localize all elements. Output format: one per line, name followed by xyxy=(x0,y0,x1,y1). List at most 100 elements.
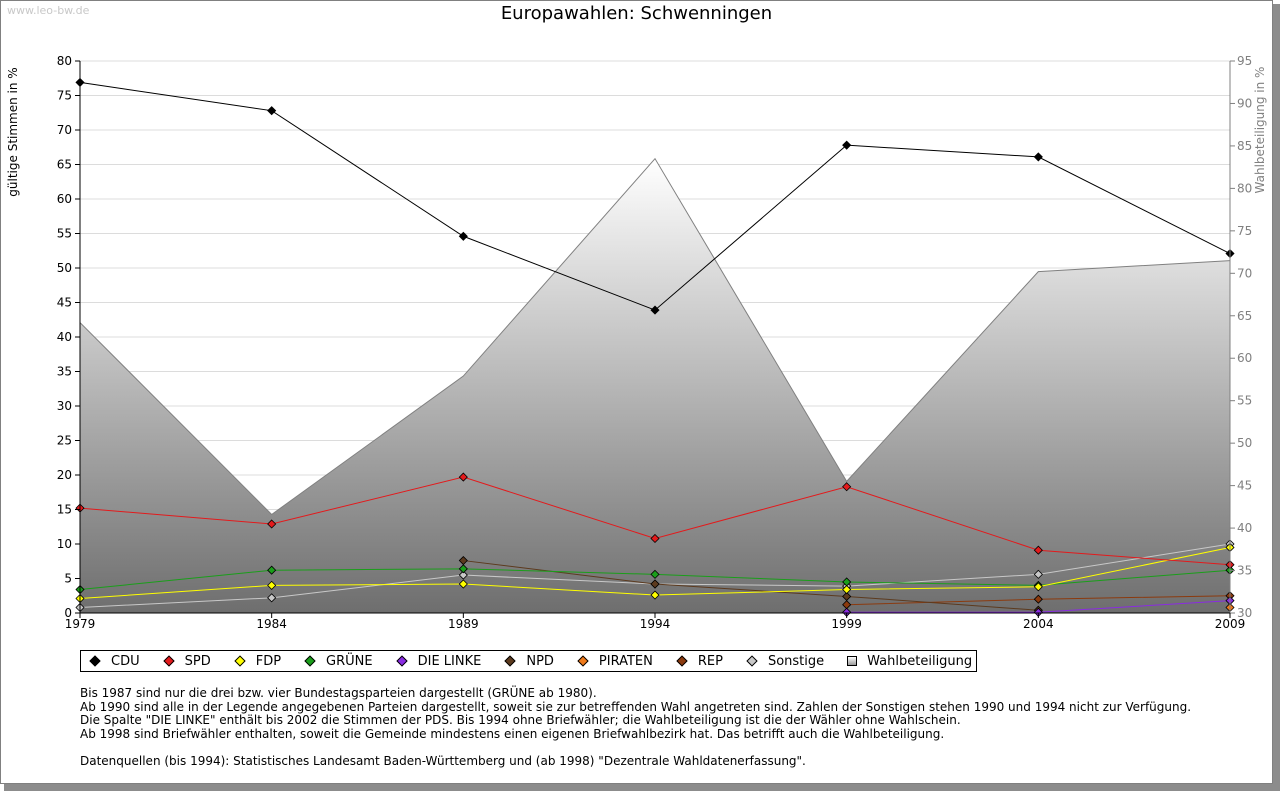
data-point-cdu xyxy=(267,106,277,116)
note-line: Ab 1998 sind Briefwähler enthalten, sowe… xyxy=(80,726,945,741)
legend-label: Wahlbeteiligung xyxy=(867,653,973,669)
y-tick-label: 80 xyxy=(57,54,72,68)
series-line-npd xyxy=(463,560,1039,611)
legend-label: DIE LINKE xyxy=(417,653,482,669)
watermark: www.leo-bw.de xyxy=(7,4,90,17)
turnout-area-outline xyxy=(79,157,1231,516)
x-tick-label: 1984 xyxy=(256,617,287,631)
turnout-area xyxy=(79,157,1231,613)
legend-item-die-linke: DIE LINKE xyxy=(392,653,482,669)
data-point-npd xyxy=(842,591,852,602)
y-tick-label: 15 xyxy=(57,503,72,517)
note-line: Ab 1990 sind alle in der Legende angegeb… xyxy=(80,699,1192,714)
data-point-sonstige xyxy=(458,570,468,580)
y-tick-label: 30 xyxy=(57,399,72,413)
data-point-rep xyxy=(1033,594,1043,604)
data-point-fdp xyxy=(842,584,852,595)
legend-diamond-icon xyxy=(577,655,589,667)
y-tick-label: 40 xyxy=(57,330,72,344)
y2-tick-label: 80 xyxy=(1237,181,1252,195)
frame-shadow-bottom xyxy=(4,784,1280,791)
legend-item-sonstige: Sonstige xyxy=(742,654,824,669)
y-tick-label: 25 xyxy=(57,434,72,448)
data-point-sonstige xyxy=(267,593,277,603)
y2-tick-label: 50 xyxy=(1237,436,1252,450)
x-tick-label: 2009 xyxy=(1215,617,1246,631)
legend-label: PIRATEN xyxy=(598,653,653,669)
legend-diamond-icon xyxy=(504,655,517,667)
y-tick-label: 5 xyxy=(64,572,72,586)
y-tick-label: 20 xyxy=(57,468,72,482)
x-tick-label: 2004 xyxy=(1023,617,1054,631)
legend-item-npd: NPD xyxy=(500,654,554,669)
data-point-spd xyxy=(1033,545,1043,555)
legend-diamond-icon xyxy=(234,655,246,667)
chart-plot: 0 5 10 15 20 25 30 35 40 45 50 55 60 65 70 75 80 30 35 40 45… xyxy=(6,54,1267,631)
frame-shadow-right xyxy=(1273,4,1280,791)
legend-diamond-icon xyxy=(395,655,408,667)
legend-label: SPD xyxy=(184,653,211,669)
legend-diamond-icon xyxy=(746,655,758,667)
turnout-area-fill xyxy=(80,158,1230,613)
legend-label: NPD xyxy=(526,653,554,669)
legend-label: CDU xyxy=(111,653,140,669)
chart-title: Europawahlen: Schwenningen xyxy=(500,3,773,24)
x-tick-label: 1994 xyxy=(640,617,671,631)
y-tick-label: 45 xyxy=(57,296,72,310)
legend-diamond-icon xyxy=(304,655,316,667)
x-tick-label: 1979 xyxy=(65,617,96,631)
data-point-gr-ne xyxy=(458,564,468,574)
y2-tick-label: 60 xyxy=(1237,351,1252,365)
legend-item-fdp: FDP xyxy=(230,654,281,669)
data-point-sonstige xyxy=(1033,569,1043,579)
data-point-cdu xyxy=(1033,152,1043,162)
y-tick-label: 50 xyxy=(57,261,72,275)
legend-item-gr-ne: GRÜNE xyxy=(300,654,373,669)
y2-tick-label: 65 xyxy=(1237,309,1252,323)
legend-label: REP xyxy=(697,653,723,669)
legend-label: Sonstige xyxy=(767,653,825,669)
data-point-fdp xyxy=(267,580,277,590)
data-point-spd xyxy=(842,482,852,492)
y2-tick-label: 30 xyxy=(1237,606,1252,620)
note-line: Bis 1987 sind nur die drei bzw. vier Bun… xyxy=(80,686,597,700)
y-tick-label: 70 xyxy=(57,123,72,137)
data-point-cdu xyxy=(842,140,852,150)
y2-tick-label: 35 xyxy=(1237,564,1252,578)
legend-square-icon xyxy=(847,656,858,666)
legend-diamond-icon xyxy=(89,655,101,667)
data-point-spd xyxy=(458,472,468,482)
y2-tick-label: 45 xyxy=(1237,479,1252,493)
y2-tick-label: 55 xyxy=(1237,394,1252,408)
legend-item-spd: SPD xyxy=(159,654,211,669)
y2-tick-label: 90 xyxy=(1237,96,1252,110)
y-tick-label: 75 xyxy=(57,89,72,103)
legend-item-piraten: PIRATEN xyxy=(573,654,653,669)
data-point-spd xyxy=(650,533,660,544)
y2-tick-label: 95 xyxy=(1237,54,1252,68)
footnotes: Bis 1987 sind nur die drei bzw. vier Bun… xyxy=(80,686,1192,769)
note-line: Die Spalte "DIE LINKE" enthält bis 2002 … xyxy=(80,713,961,728)
y-tick-label: 55 xyxy=(57,227,72,241)
data-point-spd xyxy=(267,519,277,529)
legend-diamond-icon xyxy=(162,655,175,667)
y-tick-label: 60 xyxy=(57,192,72,206)
y-tick-label: 10 xyxy=(57,537,72,551)
legend-item-rep: REP xyxy=(672,654,723,669)
y-axis-label: gültige Stimmen in % xyxy=(6,67,20,196)
y-tick-label: 65 xyxy=(57,158,72,172)
x-tick-label: 1989 xyxy=(448,617,479,631)
legend-item-wahlbeteiligung: Wahlbeteiligung xyxy=(843,654,972,669)
y2-tick-label: 40 xyxy=(1237,521,1252,535)
y2-tick-label: 75 xyxy=(1237,224,1252,238)
axes: 0 5 10 15 20 25 30 35 40 45 50 55 60 65 70 75 80 30 35 40 45… xyxy=(57,54,1253,631)
x-tick-label: 1999 xyxy=(831,617,862,631)
data-point-fdp xyxy=(1033,582,1043,592)
legend: CDU SPD FDP GRÜNE DIE LINKE NPD PIRATEN REP Sons… xyxy=(80,650,978,672)
y2-tick-label: 70 xyxy=(1237,266,1252,280)
data-point-gr-ne xyxy=(267,565,277,575)
legend-label: FDP xyxy=(255,653,282,669)
y2-tick-label: 85 xyxy=(1237,139,1252,153)
data-point-npd xyxy=(650,579,660,589)
data-point-cdu xyxy=(458,231,468,241)
